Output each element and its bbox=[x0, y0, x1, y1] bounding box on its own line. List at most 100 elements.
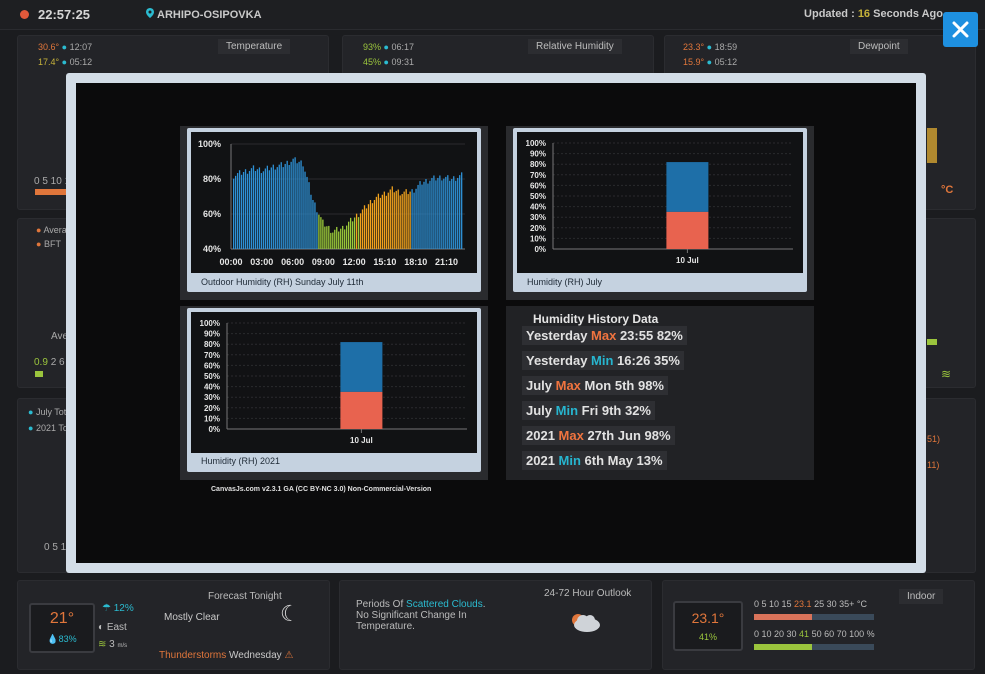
humidity-bar bbox=[421, 184, 423, 249]
temperature-high-value: 30.6° bbox=[38, 42, 60, 52]
outlook-line-1-pre: Periods Of bbox=[356, 599, 407, 610]
y-tick-label: 60% bbox=[204, 361, 220, 370]
wind-gauge-label: Ave bbox=[51, 331, 69, 342]
humidity-bar bbox=[387, 192, 389, 249]
y-tick-label: 30% bbox=[530, 213, 546, 222]
wind-scale: 0.9 2 6 bbox=[34, 357, 65, 368]
humidity-bar bbox=[355, 213, 358, 249]
x-tick-label: 21:10 bbox=[435, 257, 458, 267]
max-humidity-bar bbox=[340, 342, 383, 392]
wind-scale-current: 0.9 bbox=[34, 357, 48, 368]
history-row: Yesterday Min 16:26 35% bbox=[522, 351, 684, 370]
indoor-temp-bar bbox=[754, 614, 812, 620]
humidity-bar bbox=[240, 174, 243, 249]
updated-status: Updated : 16 Seconds Ago bbox=[804, 8, 943, 20]
indoor-temp-scale-post: 25 30 35+ °C bbox=[811, 599, 867, 609]
indoor-humidity-scale-pre: 0 10 20 30 bbox=[754, 629, 800, 639]
x-tick-label: 06:00 bbox=[281, 257, 304, 267]
humidity-bar bbox=[353, 217, 356, 249]
waves-icon: ≋ bbox=[941, 367, 952, 381]
humidity-bar bbox=[260, 173, 263, 249]
humidity-bar bbox=[268, 170, 270, 249]
wind-bft: ● BFT bbox=[36, 239, 61, 249]
humidity-bar bbox=[461, 172, 463, 249]
indoor-temp-scale-current: 23.1 bbox=[794, 599, 812, 609]
humidity-bar bbox=[381, 194, 384, 249]
humidity-bar bbox=[336, 226, 338, 249]
humidity-bar bbox=[322, 219, 324, 249]
humidity-bar bbox=[401, 194, 403, 249]
indoor-humidity-bar bbox=[754, 644, 812, 650]
history-row-label: July bbox=[526, 378, 556, 393]
humidity-bar bbox=[316, 212, 318, 249]
humidity-bar bbox=[304, 171, 306, 249]
daily-humidity-chart: 100% 80% 60% 40% 00:00 03:00 06:00 09:00 12:00 15… bbox=[187, 128, 481, 292]
y-tick-label: 60% bbox=[530, 181, 546, 190]
humidity-bar bbox=[278, 164, 280, 249]
x-tick-label: 15:10 bbox=[373, 257, 396, 267]
humidity-bar bbox=[284, 163, 286, 249]
dot-icon: ● bbox=[61, 57, 68, 67]
humidity-history-card: Humidity History Data Yesterday Max 23:5… bbox=[506, 306, 814, 480]
humidity-bar bbox=[351, 221, 354, 249]
y-tick-label: 30% bbox=[204, 393, 220, 402]
y-tick-label: 90% bbox=[204, 330, 220, 339]
humidity-bar bbox=[312, 200, 314, 249]
y-tick-label: 0% bbox=[208, 425, 220, 434]
humidity-bar bbox=[233, 178, 235, 249]
month-humidity-chart: 100% 90% 80% 70% 60% 50% 40% 30% 20% 10% 0% 10 Jul … bbox=[513, 128, 807, 292]
humidity-bar bbox=[399, 195, 401, 249]
humidity-bar bbox=[288, 165, 290, 249]
humidity-bar bbox=[363, 205, 366, 249]
y-tick-label: 100% bbox=[526, 139, 546, 148]
history-row-label: Yesterday bbox=[526, 328, 592, 343]
humidity-bar bbox=[361, 209, 364, 249]
month-chart-svg: 100% 90%80% 70%60% 50% 40%30% 20%10% 0% 10 Jul bbox=[517, 132, 803, 273]
history-row: Yesterday Max 23:55 82% bbox=[522, 326, 687, 345]
temperature-high-time: 12:07 bbox=[69, 42, 93, 52]
history-row-tag: Max bbox=[558, 428, 584, 443]
humidity-bar bbox=[443, 178, 445, 249]
history-row-label: 2021 bbox=[526, 428, 559, 443]
dewpoint-unit: °C bbox=[941, 184, 954, 196]
humidity-bar bbox=[294, 157, 296, 249]
rain-july: ● July Tot bbox=[28, 407, 66, 417]
indoor-temp-scale-pre: 0 5 10 15 bbox=[754, 599, 795, 609]
daily-chart-caption: Outdoor Humidity (RH) Sunday July 11th bbox=[201, 277, 364, 287]
forecast-alert-day: Wednesday bbox=[226, 650, 282, 661]
humidity-bar bbox=[383, 191, 385, 249]
station-location: ARHIPO-OSIPOVKA bbox=[157, 9, 262, 21]
history-row-value: Fri 9th 32% bbox=[578, 403, 651, 418]
dewpoint-low: 15.9° ● 05:12 bbox=[683, 57, 737, 67]
x-tick-label: 03:00 bbox=[250, 257, 273, 267]
dot-icon: ● bbox=[383, 42, 389, 52]
wind-bft-label: BFT bbox=[43, 239, 61, 249]
plot-background bbox=[517, 132, 803, 273]
indoor-humidity: 41% bbox=[698, 632, 717, 642]
y-tick-label: 70% bbox=[530, 171, 546, 180]
indoor-humidity-scale-post: 50 60 70 100 % bbox=[809, 629, 875, 639]
close-modal-button[interactable] bbox=[943, 12, 978, 47]
wind-average-label: Avera bbox=[43, 225, 67, 235]
x-tick-label: 10 Jul bbox=[350, 436, 373, 445]
history-row-value: 16:26 35% bbox=[613, 353, 680, 368]
indoor-humidity-scale: 0 10 20 30 41 50 60 70 100 % bbox=[754, 629, 875, 639]
humidity-bar bbox=[318, 214, 320, 249]
y-tick-label: 60% bbox=[203, 209, 221, 219]
chart-credit: CanvasJs.com v2.3.1 GA (CC BY-NC 3.0) No… bbox=[211, 486, 432, 493]
humidity-bar bbox=[258, 167, 261, 249]
humidity-bar bbox=[266, 165, 269, 249]
outlook-line-1-post: . bbox=[482, 599, 486, 610]
location-pin-icon bbox=[146, 8, 154, 18]
lightning-value-1: 51) bbox=[927, 434, 941, 444]
temperature-low: 17.4° ● 05:12 bbox=[38, 57, 92, 67]
forecast-temp-box: 21° 💧83% bbox=[29, 603, 95, 653]
history-row-value: 27th Jun 98% bbox=[583, 428, 671, 443]
humidity-bar bbox=[447, 175, 449, 249]
history-row-tag: Min bbox=[558, 453, 581, 468]
humidity-bar bbox=[274, 169, 276, 249]
year-humidity-chart: 100% 90% 80% 70% 60% 50% 40% 30% 20% 10% 0% 10 Jul … bbox=[187, 308, 481, 472]
outlook-line-1: Periods Of Scattered Clouds. bbox=[356, 599, 486, 610]
forecast-condition: Mostly Clear bbox=[164, 612, 220, 623]
humidity-bar bbox=[252, 165, 255, 249]
